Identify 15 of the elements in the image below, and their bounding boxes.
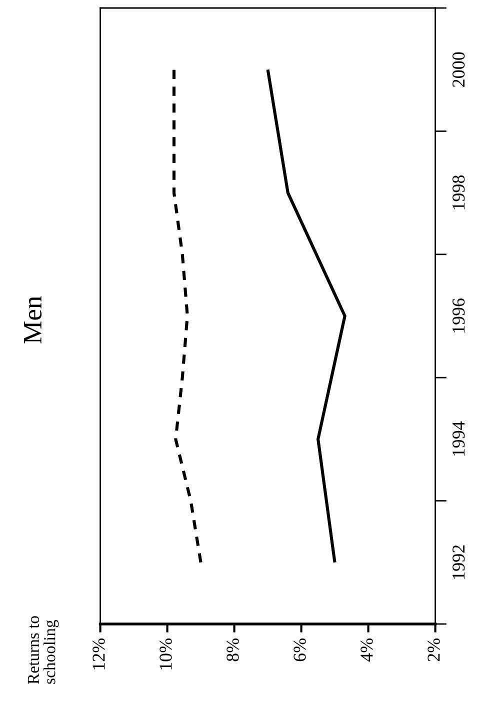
y-tick-label: 1998 (452, 175, 465, 210)
x-tick-label: 6% (294, 638, 306, 662)
y-tick-label: 1996 (452, 298, 465, 332)
x-tick-label: 10% (160, 638, 172, 670)
x-tick-label: 4% (360, 638, 373, 662)
text: Returns to schooling (28, 616, 59, 684)
x-tick-label: 2% (428, 638, 440, 662)
line-series (266, 68, 346, 564)
y-tick-label: 1994 (452, 421, 465, 456)
y-tick-label: 1992 (452, 545, 465, 579)
line-series (172, 68, 202, 564)
x-tick-label: 8% (226, 638, 239, 662)
y-tick-label: 2000 (452, 52, 465, 87)
x-tick-label: 12% (92, 638, 105, 670)
text: Men (24, 296, 42, 344)
